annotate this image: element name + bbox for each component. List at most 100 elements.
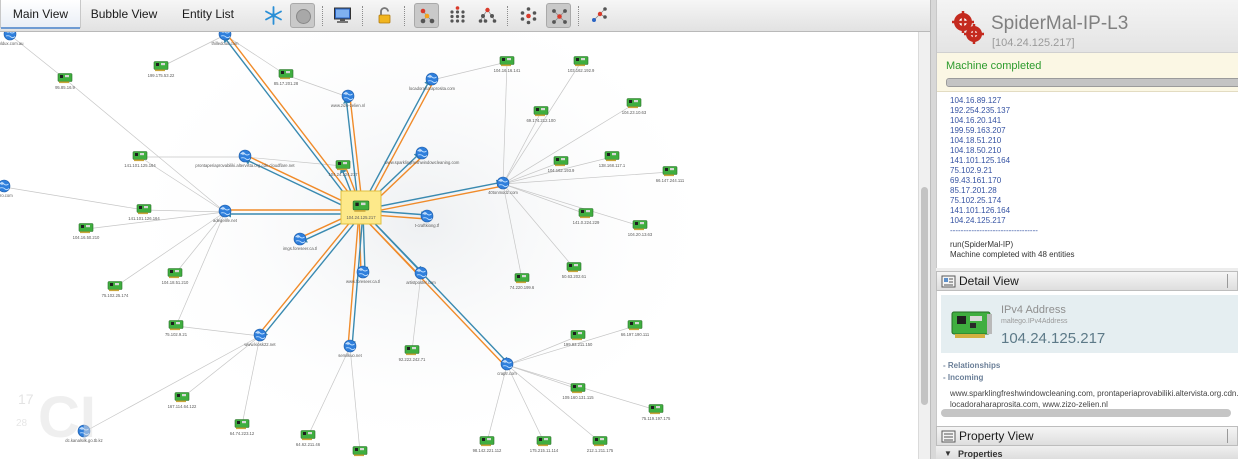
graph-node-ip[interactable]: 75.102.9.21 [165,320,188,338]
graph-edge[interactable] [307,346,351,437]
graph-edge-incoming[interactable] [226,33,364,212]
relationships-section[interactable]: - Relationships [943,361,1001,370]
graph-node-selected[interactable]: 104.24.125.217 [340,190,382,225]
log-ip-link[interactable]: 104.16.89.127 [950,96,1002,105]
log-ip-link[interactable]: 141.101.126.164 [950,206,1011,215]
graph-edge[interactable] [241,335,262,426]
graph-edge[interactable] [502,183,641,227]
graph-edge-outgoing[interactable] [360,179,504,211]
graph-node-domain[interactable]: www.kiosk22.net [244,328,276,347]
graph-node-ip[interactable]: 141.101.125.164 [124,151,156,169]
graph-edge[interactable] [431,61,508,81]
graph-edge-outgoing[interactable] [222,35,360,214]
graph-edge[interactable] [502,111,542,185]
graph-edge-outgoing[interactable] [349,212,364,349]
graph-node-ip[interactable]: 104.16.16.141 [494,56,521,74]
graph-node-domain[interactable]: sbldux.com.au [0,32,24,46]
graph-node-ip[interactable]: 64.74.223.12 [230,419,255,437]
graph-edge[interactable] [506,364,601,443]
graph-node-ip[interactable]: 212.1.211.175 [587,436,614,454]
graph-edge[interactable] [502,161,562,185]
graph-edge[interactable] [501,61,508,185]
graph-node-domain[interactable]: www.foreseer.ca.tl [346,265,380,284]
graph-edge[interactable] [143,209,226,214]
graph-edge[interactable] [502,103,635,185]
graph-edge[interactable] [486,364,508,443]
graph-edge[interactable] [181,335,261,399]
log-ip-link[interactable]: 104.18.51.210 [950,136,1002,145]
graph-node-ip[interactable]: 104.18.51.210 [162,268,189,286]
interactive-layout-icon[interactable] [546,3,571,28]
log-ip-link[interactable]: 75.102.25.174 [950,196,1002,205]
log-ip-link[interactable]: 192.254.235.137 [950,106,1011,115]
graph-node-ip[interactable]: 104.20.13.63 [628,220,653,238]
graph-node-ip[interactable]: 74.220.199.6 [510,273,535,291]
graph-edge[interactable] [285,74,349,98]
tab-main-view[interactable]: Main View [0,0,81,29]
collapse-icon[interactable]: ▼ [944,449,952,458]
graph-node-ip[interactable]: 98.142.221.112 [473,436,502,454]
graph-node-ip[interactable]: 69.174.212.100 [526,106,556,124]
graph-edge[interactable] [139,156,226,213]
organic-layout-icon[interactable] [516,3,541,28]
graph-node-ip[interactable]: 66.197.190.111 [621,320,650,338]
graph-edge[interactable] [348,346,361,453]
graph-edge[interactable] [85,210,226,230]
block-layout-icon[interactable] [445,3,470,28]
graph-node-domain[interactable]: artistposter.com [406,266,436,285]
graph-node-domain[interactable]: www.zizo-zelien.nl [331,89,365,108]
detail-view-header[interactable]: Detail View [936,271,1238,291]
graph-node-ip[interactable]: 66.147.244.111 [656,166,685,184]
tab-bubble-view[interactable]: Bubble View [90,7,158,21]
graph-edge-incoming[interactable] [257,210,361,336]
graph-node-ip[interactable]: 75.102.25.174 [102,281,129,299]
splitter[interactable] [930,0,936,459]
incoming-section[interactable]: - Incoming [943,373,984,382]
graph-node-ip[interactable]: 104.162.193.9 [548,156,575,174]
lock-icon[interactable] [372,3,397,28]
graph-edge[interactable] [175,211,226,327]
graph-node-domain[interactable]: t-craftkiong.tf [415,209,440,228]
detail-horizontal-scrollbar[interactable] [941,409,1231,417]
graph-node-domain[interactable]: adeqelife.net [213,204,238,223]
tab-entity-list[interactable]: Entity List [181,7,235,21]
graph-node-ip[interactable]: 64.62.211.46 [296,430,321,448]
graph-edge-outgoing[interactable] [358,78,431,212]
graph-node-ip[interactable]: 141.101.126.164 [128,204,160,222]
graph-edge-incoming[interactable] [360,185,504,217]
log-ip-link[interactable]: 75.102.9.21 [950,166,993,175]
incoming-item[interactable]: locadoraharaprosita.com, www.zizo-zelien… [950,400,1108,409]
graph-node-ip[interactable]: 199.83.211.150 [564,330,593,348]
graph-node-ip[interactable]: 95.85.16.9 [55,73,76,91]
graph-edge[interactable] [502,156,613,185]
log-done-line[interactable]: Machine completed with 48 entities [950,250,1075,259]
graph-node-ip[interactable]: 141.0.224.229 [573,208,600,226]
incoming-item[interactable]: www.sparklingfreshwindowcleaning.com, pr… [950,389,1238,398]
graph-node-domain[interactable]: thilledoud.com [211,32,239,46]
graph-edge[interactable] [506,325,636,366]
graph-node-ip[interactable]: 167.114.64.122 [168,392,197,410]
graph-edge[interactable] [64,78,226,213]
graph-node-domain[interactable]: semilkuo.net [338,339,363,358]
log-ip-link[interactable]: 104.16.20.141 [950,116,1002,125]
graph-vertical-scrollbar[interactable] [918,32,930,459]
graph-edge[interactable] [501,183,523,280]
graph-edge[interactable] [502,183,587,215]
graph-edge[interactable] [502,61,582,185]
graph-edge-incoming[interactable] [358,212,507,367]
graph-edge[interactable] [506,335,579,366]
graph-edge[interactable] [160,34,226,68]
monitor-icon[interactable] [330,3,355,28]
graph-node-ip[interactable]: 85.17.201.28 [274,69,299,87]
graph-edge-outgoing[interactable] [260,212,364,338]
graph-node-domain[interactable]: craptr.com [497,357,517,376]
tree-layout-icon[interactable] [475,3,500,28]
graph-edge[interactable] [9,34,66,80]
properties-section[interactable]: ▼ Properties [936,446,1238,459]
graph-node-domain[interactable]: imgs.foreseer.ca.tl [283,232,317,251]
graph-node-ip[interactable]: 103.162.192.9 [568,56,595,74]
log-ip-link[interactable]: 69.43.161.170 [950,176,1002,185]
graph-edge[interactable] [502,183,575,269]
graph-node-domain[interactable]: www.sparklingfreshwindowcleaning.com [385,146,460,165]
graph-edge-outgoing[interactable] [361,210,510,365]
